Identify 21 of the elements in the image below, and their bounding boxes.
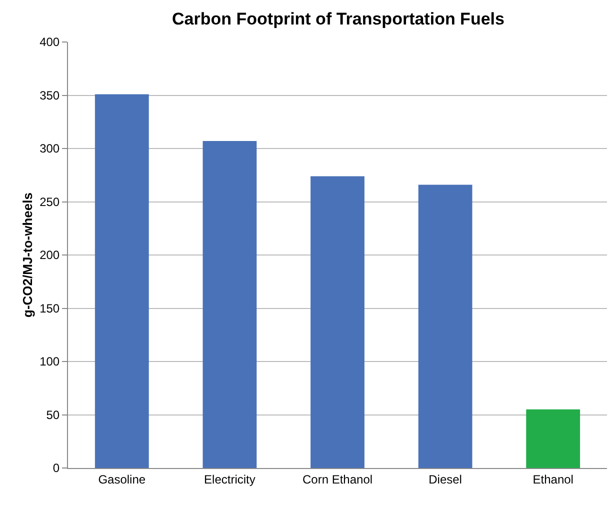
bar [310,176,364,468]
x-tick-label: Gasoline [98,472,146,486]
chart-title: Carbon Footprint of Transportation Fuels [172,10,504,29]
y-tick-label: 250 [40,194,60,209]
bar [202,141,257,468]
y-tick-label: 350 [40,88,60,102]
y-tick-label: 150 [40,301,60,316]
bar [94,94,149,468]
y-tick-label: 300 [40,142,60,156]
y-tick-label: 200 [40,248,60,262]
y-tick-label: 0 [52,461,60,476]
y-tick-label: 400 [40,35,60,50]
y-tick-label: 50 [46,408,60,422]
x-tick-label: Corn Ethanol [302,472,373,486]
bar [418,184,472,468]
x-tick-label: Electricity [204,472,256,486]
x-tick-label: Diesel [428,472,462,486]
y-tick-label: 100 [40,354,60,369]
x-tick-label: Ethanol [532,472,574,486]
y-axis-title: g-CO2/MJ-to-wheels [20,192,35,318]
bar [526,409,580,468]
